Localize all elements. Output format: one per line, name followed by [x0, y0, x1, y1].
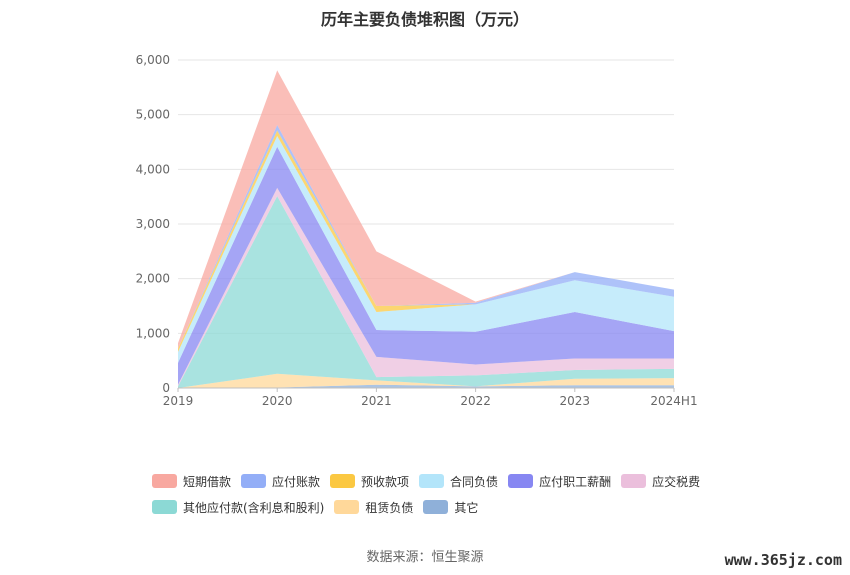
legend-item[interactable]: 应付账款: [241, 472, 320, 490]
watermark: www.365jz.com: [724, 551, 842, 569]
area-series-layer: [178, 135, 674, 363]
legend-label: 应交税费: [652, 474, 701, 489]
data-source: 数据来源：恒生聚源: [366, 550, 484, 565]
legend-label: 短期借款: [183, 474, 232, 489]
legend-swatch: [330, 474, 356, 488]
x-tick-label: 2022: [460, 394, 491, 408]
legend-item[interactable]: 其它: [423, 498, 478, 516]
x-tick-label: 2019: [163, 394, 194, 408]
legend-swatch: [508, 474, 534, 488]
legend-label: 应付账款: [272, 474, 321, 489]
x-tick-label: 2021: [361, 394, 392, 408]
legend: 短期借款 应付账款 预收款项 合同负债 应付职工薪酬 应交税费其他应付款(含利息和股利) 租…: [152, 472, 732, 524]
chart-title: 历年主要负债堆积图（万元）: [320, 10, 529, 29]
legend-item[interactable]: 租赁负债: [334, 498, 413, 516]
stacked-area-chart: 2019 2020 2021 2022 2023 2024H1 0 1,000 2,000 3,…: [136, 53, 698, 408]
legend-swatch: [419, 474, 445, 488]
legend-swatch: [621, 474, 647, 488]
y-tick-label: 3,000: [136, 217, 170, 231]
legend-label: 应付职工薪酬: [539, 474, 612, 489]
y-tick-label: 1,000: [136, 326, 170, 340]
legend-item[interactable]: 应付职工薪酬: [508, 472, 611, 490]
legend-item[interactable]: 合同负债: [419, 472, 498, 490]
legend-swatch: [152, 474, 177, 488]
area-series-layer: [178, 373, 674, 388]
legend-swatch: [241, 474, 267, 488]
legend-label: 合同负债: [450, 474, 499, 489]
area-series-layer: [178, 187, 674, 387]
y-tick-label: 0: [162, 381, 170, 395]
legend-swatch: [334, 500, 360, 514]
legend-item[interactable]: 应交税费: [621, 472, 700, 490]
legend-label: 其他应付款(含利息和股利): [183, 500, 325, 515]
area-series-layer: [178, 196, 674, 388]
legend-item[interactable]: 其他应付款(含利息和股利): [152, 498, 324, 516]
y-tick-label: 5,000: [136, 108, 170, 122]
legend-item[interactable]: 短期借款: [152, 472, 231, 490]
legend-swatch: [152, 500, 177, 514]
legend-label: 其它: [454, 500, 479, 515]
x-tick-label: 2024H1: [650, 394, 697, 408]
y-tick-label: 6,000: [136, 53, 170, 67]
area-series: [178, 70, 674, 388]
x-tick-label: 2020: [262, 394, 293, 408]
area-series-layer: [178, 70, 674, 349]
legend-item[interactable]: 预收款项: [330, 472, 409, 490]
area-series-layer: [178, 146, 674, 385]
y-axis: 0 1,000 2,000 3,000 4,000 5,000 6,000: [136, 53, 170, 395]
legend-swatch: [423, 500, 449, 514]
y-tick-label: 4,000: [136, 162, 170, 176]
area-series-layer: [178, 384, 674, 388]
legend-label: 租赁负债: [365, 500, 414, 515]
y-tick-label: 2,000: [136, 272, 170, 286]
area-series-layer: [178, 130, 674, 352]
legend-label: 预收款项: [361, 474, 410, 489]
x-tick-label: 2023: [560, 394, 591, 408]
x-axis: 2019 2020 2021 2022 2023 2024H1: [163, 387, 698, 408]
